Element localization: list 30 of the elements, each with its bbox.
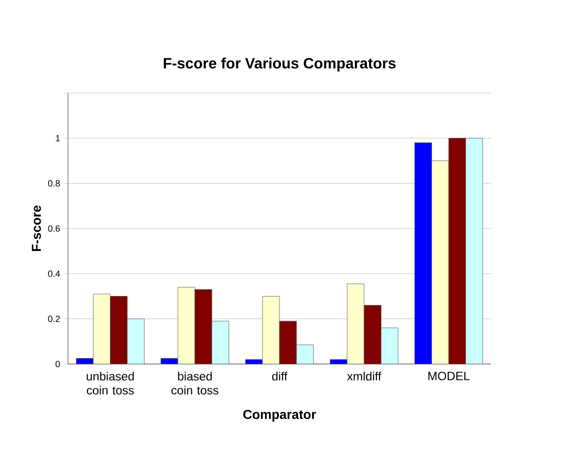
chart-title: F-score for Various Comparators	[164, 58, 396, 72]
x-tick-label: unbiased coin toss	[86, 372, 134, 394]
x-tick-label: biased coin toss	[171, 372, 218, 394]
y-tick-label: 0.6	[48, 225, 60, 232]
x-axis-title: Comparator	[243, 410, 316, 422]
bar	[432, 160, 449, 364]
bar	[296, 344, 314, 364]
y-tick-label: 0	[56, 360, 60, 368]
bar	[380, 328, 398, 364]
bar	[110, 296, 128, 364]
x-tick-label: diff	[272, 372, 288, 381]
y-tick-label: 1	[56, 135, 60, 142]
bar	[93, 294, 110, 364]
y-tick-label: 0.4	[48, 270, 60, 277]
bar	[448, 138, 466, 364]
y-tick-label: 0.2	[48, 316, 60, 322]
bar	[194, 289, 212, 364]
bar	[466, 138, 483, 364]
bar	[127, 318, 144, 364]
x-tick-label: MODEL	[428, 372, 470, 380]
x-tick-label: xmldiff	[347, 372, 382, 381]
bar	[178, 287, 196, 364]
bar	[414, 142, 432, 364]
bar	[212, 320, 230, 364]
y-axis-title: F-score	[32, 206, 41, 252]
bar	[364, 305, 382, 364]
bar	[346, 284, 364, 364]
bar	[279, 320, 297, 364]
bar	[262, 296, 280, 364]
y-tick-label: 0.8	[48, 180, 60, 187]
